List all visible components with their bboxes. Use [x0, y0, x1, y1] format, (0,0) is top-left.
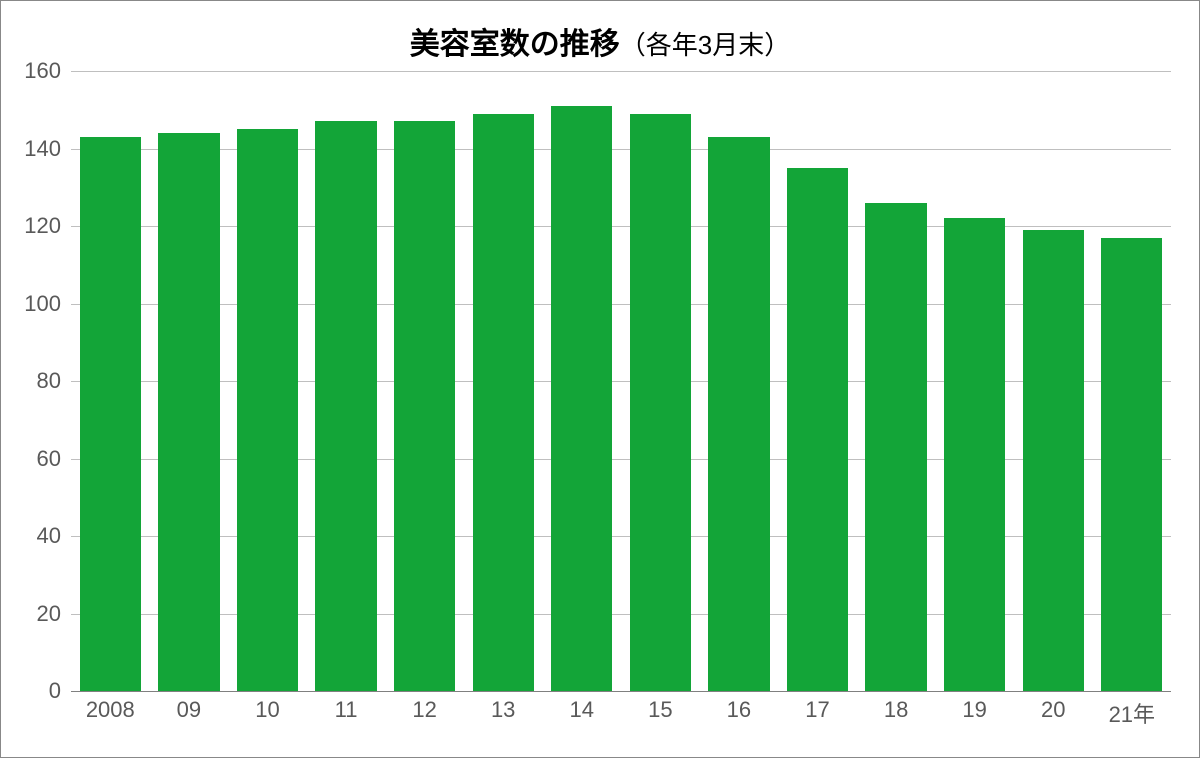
chart-title: 美容室数の推移（各年3月末） [1, 19, 1199, 63]
bar [1023, 230, 1084, 691]
bar-slot [857, 71, 936, 691]
y-tick-label: 160 [24, 58, 71, 84]
bars-group [71, 71, 1171, 691]
bar-slot [385, 71, 464, 691]
y-tick-label: 120 [24, 213, 71, 239]
bar [551, 106, 612, 691]
x-tick-label: 19 [935, 697, 1014, 729]
bar [158, 133, 219, 691]
bar-slot [150, 71, 229, 691]
x-tick-label: 16 [700, 697, 779, 729]
y-tick-label: 40 [37, 523, 71, 549]
x-tick-label: 13 [464, 697, 543, 729]
x-tick-label: 17 [778, 697, 857, 729]
y-tick-label: 80 [37, 368, 71, 394]
bar [708, 137, 769, 691]
y-tick-label: 20 [37, 601, 71, 627]
bar-slot [1014, 71, 1093, 691]
bar-slot [228, 71, 307, 691]
x-tick-label: 11 [307, 697, 386, 729]
x-axis-labels: 200809101112131415161718192021年 [71, 697, 1171, 729]
bar [394, 121, 455, 691]
x-tick-label: 12 [385, 697, 464, 729]
bar [80, 137, 141, 691]
bar-slot [307, 71, 386, 691]
bar-slot [464, 71, 543, 691]
gridline [71, 691, 1171, 692]
bar [630, 114, 691, 691]
x-tick-label: 2008 [71, 697, 150, 729]
bar [787, 168, 848, 691]
x-tick-label: 09 [150, 697, 229, 729]
y-tick-label: 140 [24, 136, 71, 162]
bar-slot [700, 71, 779, 691]
bar [315, 121, 376, 691]
bar [237, 129, 298, 691]
bar [473, 114, 534, 691]
bar-slot [1093, 71, 1172, 691]
bar [865, 203, 926, 691]
x-tick-label: 10 [228, 697, 307, 729]
x-tick-label: 14 [542, 697, 621, 729]
chart-container: 美容室数の推移（各年3月末） 020406080100120140160 200… [0, 0, 1200, 758]
bar-slot [935, 71, 1014, 691]
bar-slot [621, 71, 700, 691]
bar-slot [542, 71, 621, 691]
chart-title-sub: （各年3月末） [620, 30, 790, 60]
bar-slot [71, 71, 150, 691]
y-tick-label: 60 [37, 446, 71, 472]
x-tick-label: 15 [621, 697, 700, 729]
x-tick-label: 21年 [1093, 697, 1172, 729]
bar-slot [778, 71, 857, 691]
x-tick-label: 18 [857, 697, 936, 729]
plot-area: 020406080100120140160 [71, 71, 1171, 691]
bar [944, 218, 1005, 691]
y-tick-label: 100 [24, 291, 71, 317]
y-tick-label: 0 [49, 678, 71, 704]
x-tick-label: 20 [1014, 697, 1093, 729]
bar [1101, 238, 1162, 691]
chart-title-main: 美容室数の推移 [410, 28, 620, 61]
